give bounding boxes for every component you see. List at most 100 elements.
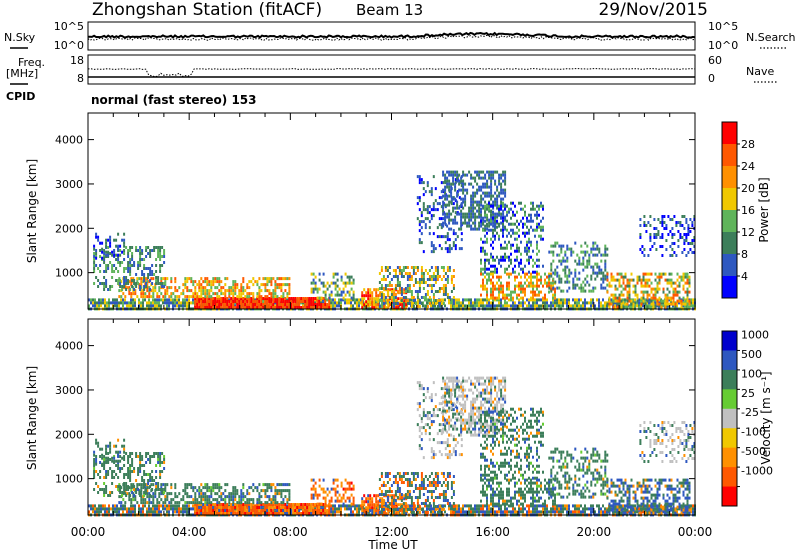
power-cell	[353, 279, 355, 282]
colorbar-swatch	[722, 188, 737, 211]
power-cell	[385, 269, 387, 272]
power-cell	[456, 195, 458, 198]
power-cell	[280, 286, 282, 289]
power-cell	[512, 202, 514, 205]
power-cell	[472, 222, 474, 225]
power-cell	[492, 205, 494, 208]
power-cell	[417, 299, 419, 302]
power-cell	[228, 292, 230, 295]
power-cell	[522, 301, 524, 304]
power-cell	[665, 303, 667, 306]
power-cell	[504, 204, 506, 207]
power-cell	[522, 223, 524, 226]
power-cell	[562, 304, 564, 307]
power-cell	[504, 192, 506, 195]
power-cell	[288, 277, 290, 280]
velocity-cell	[188, 504, 190, 507]
power-cell	[152, 286, 154, 289]
power-cell	[220, 297, 222, 300]
power-cell	[619, 300, 621, 303]
power-cell	[379, 287, 381, 290]
velocity-cell	[356, 507, 358, 510]
power-cell	[163, 249, 165, 252]
power-cell	[462, 186, 464, 189]
power-cell	[325, 291, 327, 294]
power-cell	[423, 287, 425, 290]
power-cell	[600, 260, 602, 263]
power-cell	[403, 296, 405, 299]
power-cell	[425, 190, 427, 193]
power-cell	[435, 266, 437, 269]
power-cell	[393, 269, 395, 272]
velocity-cell	[566, 507, 568, 510]
power-cell	[332, 298, 334, 301]
power-cell	[103, 288, 105, 291]
power-cell	[534, 294, 536, 297]
power-cell	[345, 273, 347, 276]
power-cell	[228, 286, 230, 289]
power-cell	[528, 285, 530, 288]
power-cell	[584, 304, 586, 307]
power-cell	[486, 238, 488, 241]
power-cell	[681, 303, 683, 306]
power-cell	[681, 251, 683, 254]
power-cell	[172, 301, 174, 304]
power-cell	[673, 215, 675, 218]
velocity-cell	[562, 510, 564, 513]
power-cell	[109, 252, 111, 255]
power-cell	[202, 289, 204, 292]
power-cell	[236, 295, 238, 298]
power-cell	[635, 291, 637, 294]
power-cell	[423, 278, 425, 281]
power-cell	[677, 239, 679, 242]
power-cell	[162, 277, 164, 280]
power-cell	[452, 198, 454, 201]
power-cell	[284, 289, 286, 292]
power-cell	[669, 273, 671, 276]
power-cell	[639, 306, 641, 309]
power-cell	[204, 300, 206, 303]
velocity-cell	[578, 504, 580, 507]
power-cell	[318, 300, 320, 303]
power-cell	[671, 242, 673, 245]
power-cell	[350, 301, 352, 304]
power-cell	[335, 273, 337, 276]
power-cell	[458, 228, 460, 231]
power-cell	[134, 292, 136, 295]
power-cell	[202, 300, 204, 303]
velocity-cell	[484, 510, 486, 513]
power-cell	[125, 279, 127, 282]
power-cell	[532, 271, 534, 274]
power-cell	[329, 297, 331, 300]
power-cell	[260, 295, 262, 298]
power-cell	[453, 284, 455, 287]
power-cell	[411, 275, 413, 278]
power-cell	[256, 295, 258, 298]
power-cell	[123, 233, 125, 236]
power-cell	[689, 248, 691, 251]
power-cell	[472, 201, 474, 204]
power-cell	[524, 223, 526, 226]
power-cell	[445, 241, 447, 244]
power-cell	[456, 222, 458, 225]
velocity-cell	[140, 510, 142, 513]
power-cell	[536, 276, 538, 279]
power-cell	[336, 304, 338, 307]
power-cell	[472, 186, 474, 189]
power-cell	[615, 279, 617, 282]
power-cell	[506, 205, 508, 208]
power-cell	[530, 244, 532, 247]
power-cell	[594, 248, 596, 251]
power-cell	[669, 279, 671, 282]
power-cell	[105, 270, 107, 273]
power-cell	[488, 186, 490, 189]
power-cell	[534, 298, 536, 301]
power-cell	[311, 288, 313, 291]
colorbar-swatch	[722, 254, 737, 277]
power-cell	[159, 264, 161, 267]
power-cell	[472, 228, 474, 231]
power-cell	[673, 300, 675, 303]
power-cell	[653, 306, 655, 309]
power-cell	[494, 229, 496, 232]
power-cell	[427, 293, 429, 296]
